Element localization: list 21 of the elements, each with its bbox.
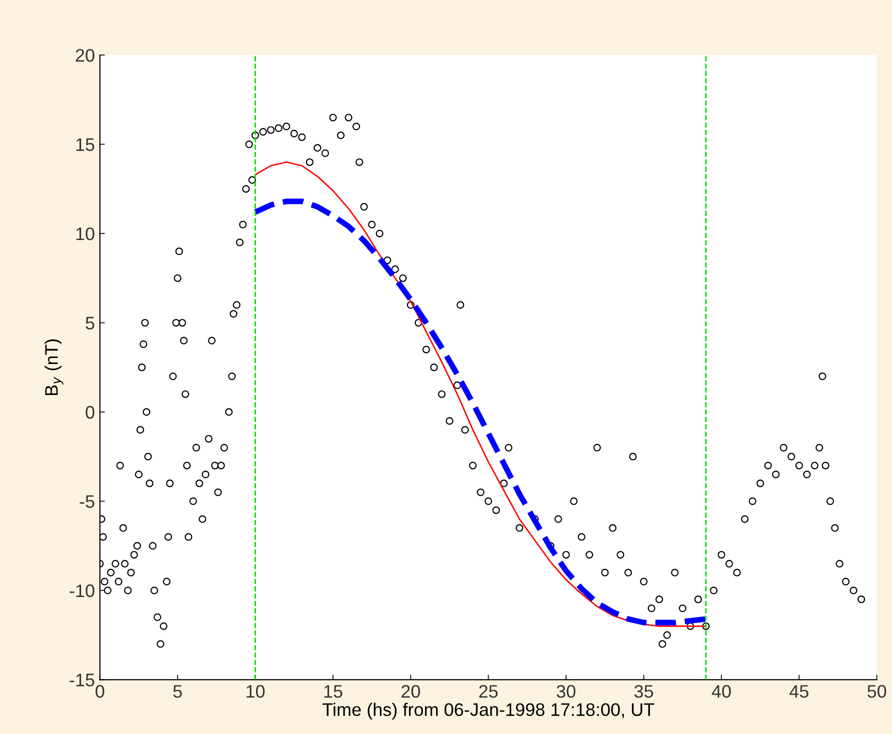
- y-axis-title: B$_{y}$ (nT): [44, 339, 64, 396]
- y-tick-label: -15: [70, 674, 94, 686]
- y-tick-label: -10: [70, 584, 94, 598]
- y-tick-label: 20: [76, 48, 94, 62]
- x-tick-label: 5: [173, 685, 182, 698]
- x-tick-label: 25: [479, 685, 498, 698]
- y-tick-label: 10: [76, 227, 94, 240]
- x-tick-label: 0: [96, 685, 104, 698]
- y-tick-label: 15: [76, 138, 94, 152]
- x-tick-label: 15: [324, 685, 342, 698]
- x-tick-label: 45: [790, 685, 808, 698]
- x-tick-label: 50: [868, 685, 886, 698]
- x-tick-label: 10: [246, 685, 265, 698]
- x-tick-label: 40: [712, 685, 731, 698]
- x-tick-label: 20: [402, 685, 420, 698]
- y-tick-label: -5: [80, 495, 94, 508]
- y-tick-label: 0: [86, 406, 94, 419]
- y-tick-label: 5: [86, 316, 94, 330]
- x-axis-title: Time (hs) from 06-Jan-1998 17:18:00, UT: [322, 702, 654, 720]
- x-tick-label: 30: [556, 685, 576, 698]
- x-tick-label: 35: [634, 685, 654, 698]
